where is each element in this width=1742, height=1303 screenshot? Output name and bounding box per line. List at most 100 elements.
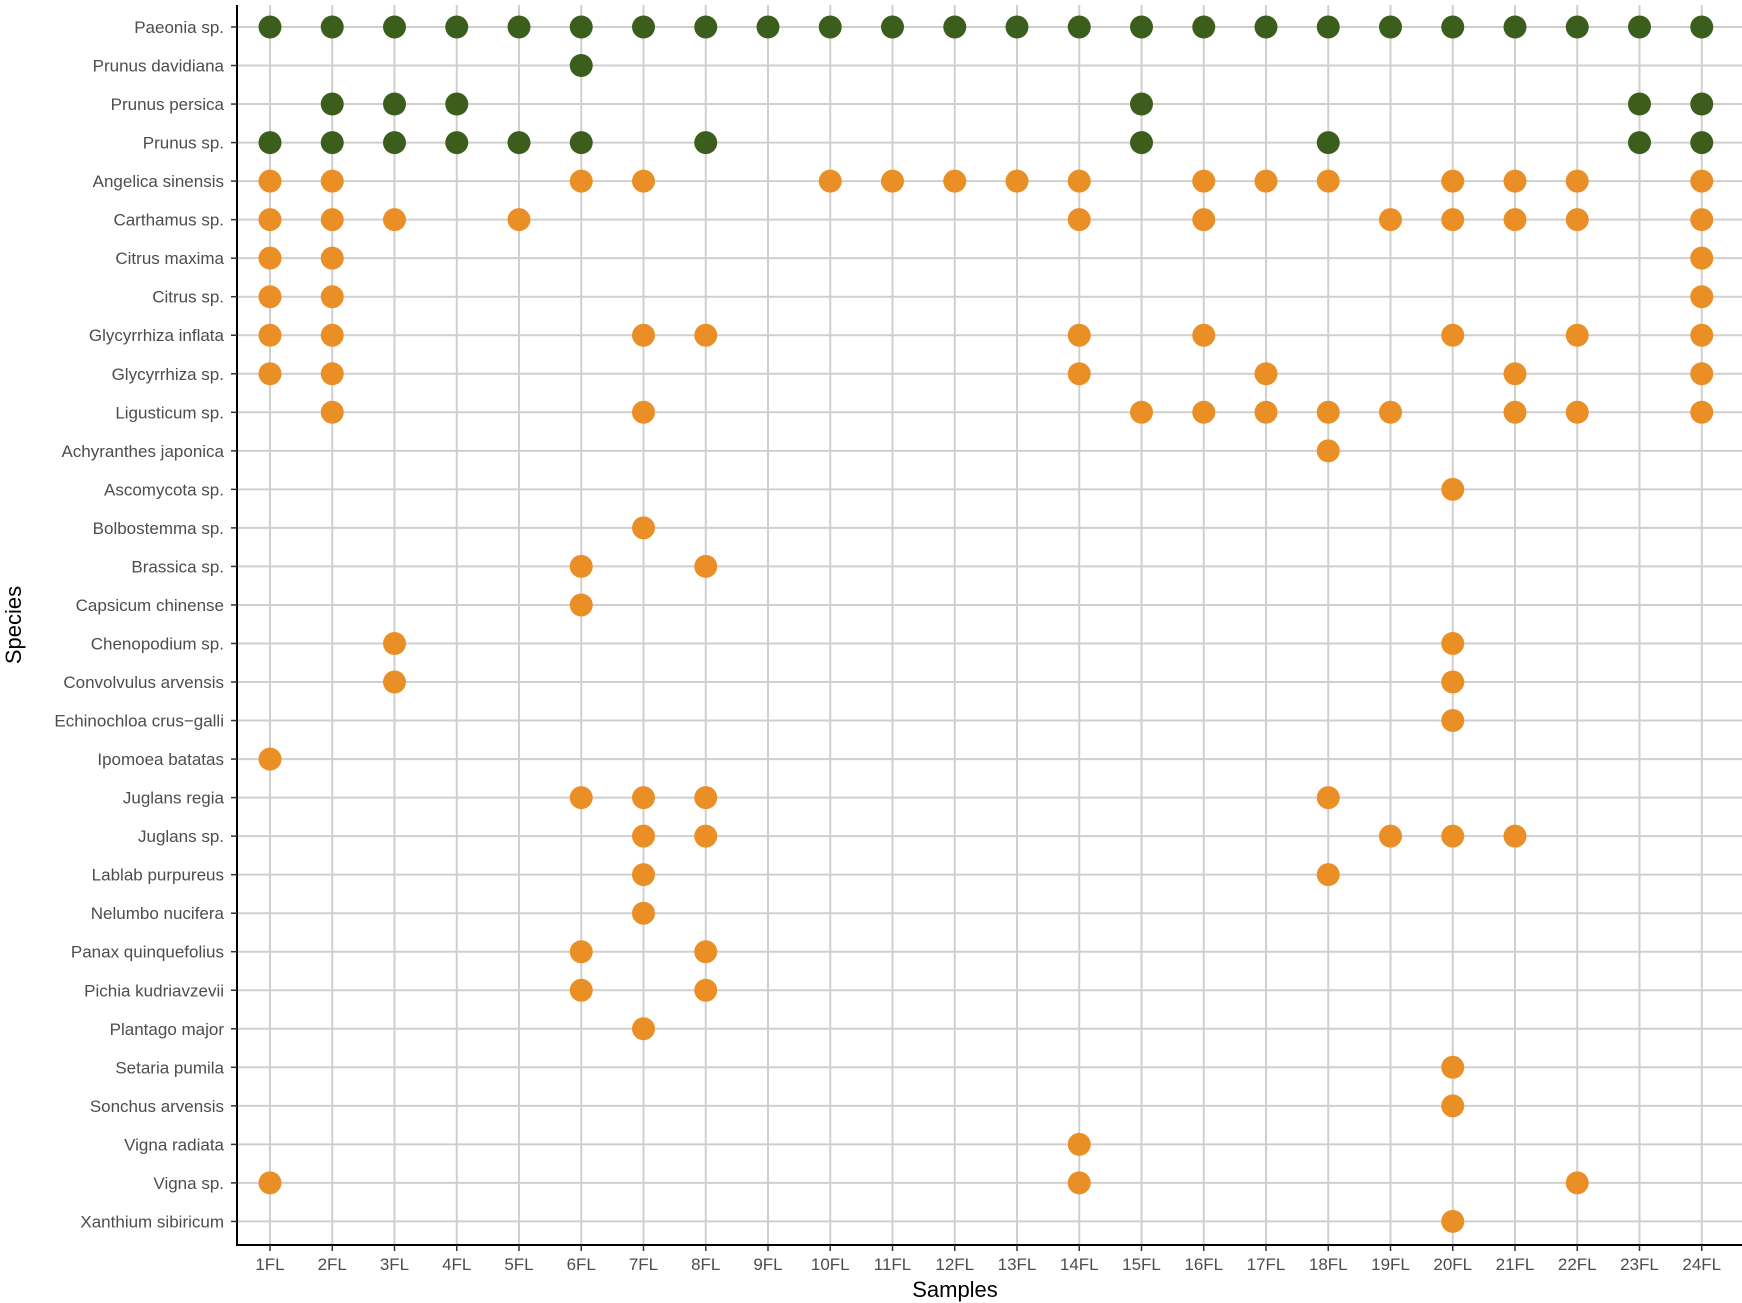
x-tick-label: 15FL [1122,1255,1161,1274]
data-point [320,362,344,386]
y-tick-label: Prunus davidiana [93,57,225,76]
data-point [1628,131,1651,155]
data-point [1192,208,1216,232]
y-tick-label: Vigna sp. [153,1174,224,1193]
data-point [694,786,718,810]
x-tick-label: 19FL [1371,1255,1410,1274]
y-tick-label: Achyranthes japonica [61,442,224,461]
data-point [943,15,967,39]
data-point [1316,863,1340,887]
data-point [756,15,780,39]
data-point [1067,1171,1091,1195]
y-axis-title: Species [1,586,26,664]
data-point [632,863,655,887]
data-point [320,15,344,39]
data-point [1441,709,1465,733]
data-point [1192,400,1216,424]
y-tick-label: Vigna radiata [124,1135,224,1154]
data-point [694,978,718,1002]
data-point [1441,1055,1465,1079]
y-tick-label: Panax quinquefolius [71,943,224,962]
data-point [1441,169,1465,193]
y-tick-label: Angelica sinensis [93,172,224,191]
data-point [1690,246,1714,270]
x-tick-label: 23FL [1620,1255,1659,1274]
data-point [383,208,406,232]
data-point [1441,824,1465,848]
y-tick-label: Carthamus sp. [113,211,224,230]
data-point [1316,786,1340,810]
data-point [1254,169,1278,193]
data-point [1565,323,1589,347]
data-point [1503,15,1527,39]
data-point [1503,208,1527,232]
x-tick-label: 16FL [1184,1255,1223,1274]
data-point [1441,631,1465,655]
data-point [258,747,282,771]
data-point [383,631,406,655]
data-point [1690,15,1714,39]
data-point [1379,208,1402,232]
y-tick-label: Setaria pumila [115,1058,224,1077]
x-tick-label: 17FL [1247,1255,1286,1274]
y-tick-label: Paeonia sp. [134,18,224,37]
data-point [694,824,718,848]
y-tick-label: Echinochloa crus−galli [54,712,224,731]
x-tick-label: 8FL [691,1255,720,1274]
x-tick-label: 5FL [504,1255,533,1274]
data-point [1503,824,1527,848]
x-tick-label: 10FL [811,1255,850,1274]
y-tick-label: Ipomoea batatas [97,750,224,769]
data-point [320,323,344,347]
data-point [569,978,593,1002]
data-point [1690,131,1714,155]
data-point [632,15,655,39]
y-tick-label: Convolvulus arvensis [63,673,224,692]
y-tick-labels: Paeonia sp. Prunus davidiana Prunus persic… [54,18,237,1231]
data-point [383,670,406,694]
data-point [1316,439,1340,463]
x-tick-label: 4FL [442,1255,471,1274]
x-tick-label: 22FL [1558,1255,1597,1274]
y-tick-label: Prunus sp. [143,134,224,153]
data-point [1565,1171,1589,1195]
data-point [320,92,344,116]
y-tick-label: Pichia kudriavzevii [84,981,224,1000]
data-point [1441,15,1465,39]
data-point [632,169,655,193]
data-point [1192,323,1216,347]
y-tick-label: Bolbostemma sp. [93,519,224,538]
data-point [632,1017,655,1041]
data-point [258,169,282,193]
data-point [1628,15,1651,39]
data-point [1130,400,1153,424]
data-point [1067,1132,1091,1156]
y-tick-label: Chenopodium sp. [91,634,224,653]
data-point [1690,362,1714,386]
data-point [320,169,344,193]
data-point [1628,92,1651,116]
data-point [507,208,531,232]
data-point [632,400,655,424]
data-point [1067,15,1091,39]
x-tick-label: 24FL [1682,1255,1721,1274]
y-tick-label: Citrus maxima [115,249,224,268]
data-point [258,1171,282,1195]
data-point [1067,323,1091,347]
data-point [1565,400,1589,424]
data-point [1441,1209,1465,1233]
data-point [1316,131,1340,155]
data-point [1690,208,1714,232]
data-point [632,824,655,848]
y-tick-label: Glycyrrhiza inflata [89,326,225,345]
data-point [258,323,282,347]
y-tick-label: Lablab purpureus [92,866,224,885]
x-tick-label: 20FL [1433,1255,1472,1274]
data-point [569,554,593,578]
y-tick-label: Prunus persica [111,95,225,114]
data-point [1565,208,1589,232]
data-point [1379,400,1402,424]
data-point [632,786,655,810]
data-point [1565,15,1589,39]
